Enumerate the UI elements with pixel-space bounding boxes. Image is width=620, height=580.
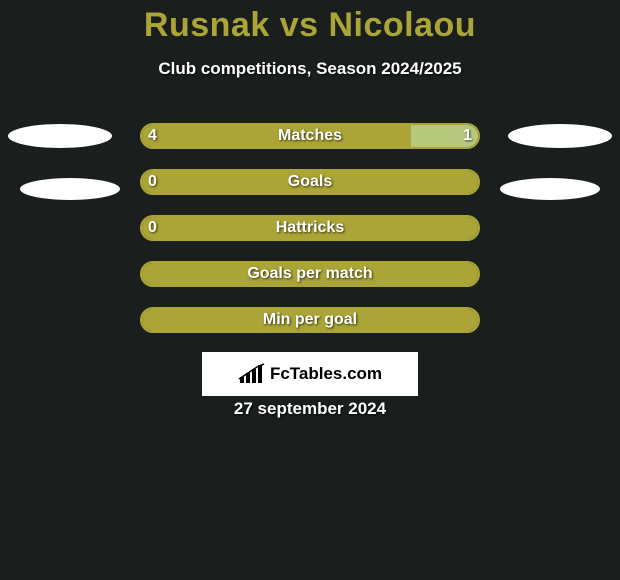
- stat-row: Hattricks0: [0, 215, 620, 241]
- badge-text: FcTables.com: [270, 364, 382, 384]
- decorative-ellipse: [508, 124, 612, 148]
- stat-row: Min per goal: [0, 307, 620, 333]
- stats-rows: Matches41Goals0Hattricks0Goals per match…: [0, 123, 620, 333]
- bars-icon: [238, 363, 266, 385]
- comparison-card: Rusnak vs Nicolaou Club competitions, Se…: [0, 0, 620, 580]
- stat-value-right: 1: [463, 123, 472, 149]
- stat-label: Matches: [140, 123, 480, 149]
- subtitle: Club competitions, Season 2024/2025: [0, 59, 620, 79]
- page-title: Rusnak vs Nicolaou: [0, 0, 620, 45]
- decorative-ellipse: [500, 178, 600, 200]
- stat-label: Hattricks: [140, 215, 480, 241]
- stat-value-left: 0: [148, 169, 157, 195]
- player-right-name: Nicolaou: [328, 6, 476, 44]
- decorative-ellipse: [20, 178, 120, 200]
- stat-label: Goals: [140, 169, 480, 195]
- stat-label: Min per goal: [140, 307, 480, 333]
- title-vs: vs: [280, 6, 319, 44]
- stat-label: Goals per match: [140, 261, 480, 287]
- stat-value-left: 0: [148, 215, 157, 241]
- stat-row: Goals per match: [0, 261, 620, 287]
- decorative-ellipse: [8, 124, 112, 148]
- generated-date: 27 september 2024: [0, 399, 620, 419]
- stat-value-left: 4: [148, 123, 157, 149]
- source-badge: FcTables.com: [202, 352, 418, 396]
- player-left-name: Rusnak: [144, 6, 270, 44]
